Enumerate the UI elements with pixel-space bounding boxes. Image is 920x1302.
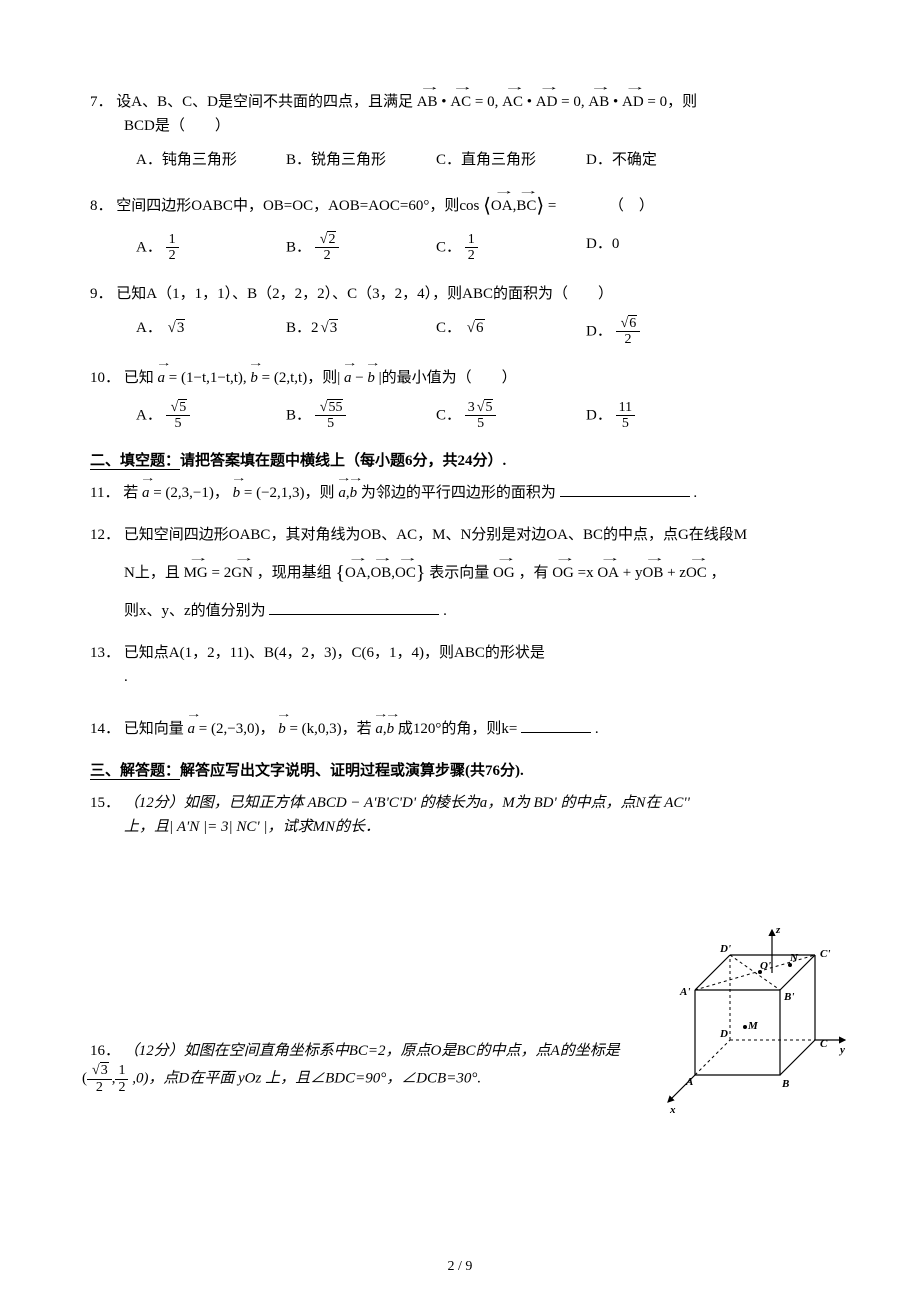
q10-opt-d: D． 115	[586, 400, 635, 432]
q11-blank	[560, 483, 690, 497]
vec-b: b	[278, 717, 286, 741]
q11-label: 11．	[90, 485, 119, 501]
q12-blank	[269, 601, 439, 615]
svg-text:x: x	[669, 1104, 676, 1115]
q9-opt-c: C． 6	[436, 316, 586, 348]
vec-BC: BC	[516, 194, 536, 218]
vec-AD: AD	[536, 90, 558, 114]
question-7: 7． 设A、B、C、D是空间不共面的四点，且满足 AB • AC = 0, AC…	[90, 90, 840, 172]
section-3-title: 三、解答题：解答应写出文字说明、证明过程或演算步骤(共76分).	[90, 759, 840, 783]
svg-text:M: M	[747, 1020, 759, 1032]
question-10: 10． 已知 a = (1−t,1−t,t), b = (2,t,t)，则| a…	[90, 366, 840, 432]
question-14: 14． 已知向量 a = (2,−3,0)， b = (k,0,3)，若 a,b…	[90, 717, 840, 741]
vec-AB: AB	[588, 90, 609, 114]
vec-AB: AB	[417, 90, 438, 114]
q9-opt-d: D． 62	[586, 316, 640, 348]
svg-text:B: B	[781, 1078, 789, 1090]
q9-options: A． 3 B．23 C． 6 D． 62	[90, 316, 840, 348]
q15-label: 15．	[90, 795, 120, 811]
q9-label: 9．	[90, 286, 113, 302]
vec-MG: MG	[184, 561, 208, 585]
q8-text: 空间四边形OABC中，OB=OC，AOB=AOC=60°，则cos	[116, 198, 479, 214]
svg-text:C': C'	[820, 948, 830, 960]
q9-opt-b: B．23	[286, 316, 436, 348]
question-9: 9． 已知A（1，1，1）、B（2，2，2）、C（3，2，4），则ABC的面积为…	[90, 282, 840, 348]
q10-label: 10．	[90, 370, 120, 386]
q16-label: 16．	[90, 1043, 120, 1059]
q7-line2: BCD是（ ）	[124, 118, 230, 134]
svg-text:D: D	[719, 1028, 728, 1040]
q8-options: A． 12 B． 22 C． 12 D．0	[90, 232, 840, 264]
q8-opt-c: C． 12	[436, 232, 586, 264]
svg-text:D': D'	[719, 943, 731, 955]
cube-figure: A B C D A' B' C' D' M N O' z y x	[650, 925, 850, 1115]
q7-options: A．钝角三角形 B．锐角三角形 C．直角三角形 D．不确定	[90, 148, 840, 172]
svg-text:C: C	[820, 1038, 828, 1050]
q7-label: 7．	[90, 94, 113, 110]
q10-opt-b: B． 555	[286, 400, 436, 432]
svg-text:O': O'	[760, 960, 771, 972]
q14-blank	[521, 719, 591, 733]
vec-b: b	[250, 366, 258, 390]
q10-options: A． 55 B． 555 C． 355 D． 115	[90, 400, 840, 432]
q14-label: 14．	[90, 721, 120, 737]
question-8: 8． 空间四边形OABC中，OB=OC，AOB=AOC=60°，则cos ⟨OA…	[90, 190, 840, 264]
q9-opt-a: A． 3	[136, 316, 286, 348]
vec-a: a	[158, 366, 166, 390]
svg-text:y: y	[838, 1044, 845, 1056]
q8-opt-a: A． 12	[136, 232, 286, 264]
question-13: 13． 已知点A(1，2，11)、B(4，2，3)，C(6，1，4)，则ABC的…	[90, 641, 840, 689]
svg-text:N: N	[789, 952, 799, 964]
svg-text:A: A	[685, 1076, 693, 1088]
q7-opt-c: C．直角三角形	[436, 148, 586, 172]
q7-text: 设A、B、C、D是空间不共面的四点，且满足	[116, 94, 413, 110]
vec-b: b	[233, 481, 241, 505]
vec-GN: GN	[231, 561, 253, 585]
vec-AD: AD	[622, 90, 644, 114]
q8-opt-b: B． 22	[286, 232, 436, 264]
q9-text: 已知A（1，1，1）、B（2，2，2）、C（3，2，4），则ABC的面积为（ ）	[116, 286, 613, 302]
vec-a: a	[142, 481, 150, 505]
svg-text:z: z	[775, 925, 781, 936]
page-number: 2 / 9	[0, 1256, 920, 1278]
q7-opt-b: B．锐角三角形	[286, 148, 436, 172]
vec-AC: AC	[502, 90, 523, 114]
question-11: 11． 若 a = (2,3,−1)， b = (−2,1,3)，则 a,b 为…	[90, 481, 840, 505]
section-2-title: 二、填空题：请把答案填在题中横线上（每小题6分，共24分）.	[90, 449, 840, 473]
vec-AC: AC	[450, 90, 471, 114]
question-12: 12． 已知空间四边形OABC，其对角线为OB、AC，M、N分别是对边OA、BC…	[90, 523, 840, 623]
q12-label: 12．	[90, 527, 120, 543]
q7-opt-a: A．钝角三角形	[136, 148, 286, 172]
q10-opt-a: A． 55	[136, 400, 286, 432]
vec-a: a	[188, 717, 196, 741]
svg-text:A': A'	[679, 986, 690, 998]
q10-opt-c: C． 355	[436, 400, 586, 432]
q8-label: 8．	[90, 198, 113, 214]
q8-opt-d: D．0	[586, 232, 619, 264]
q13-label: 13．	[90, 645, 120, 661]
question-15: 15． （12分）如图，已知正方体 ABCD − A'B'C'D' 的棱长为a，…	[90, 791, 840, 839]
q7-opt-d: D．不确定	[586, 148, 657, 172]
svg-text:B': B'	[783, 991, 794, 1003]
